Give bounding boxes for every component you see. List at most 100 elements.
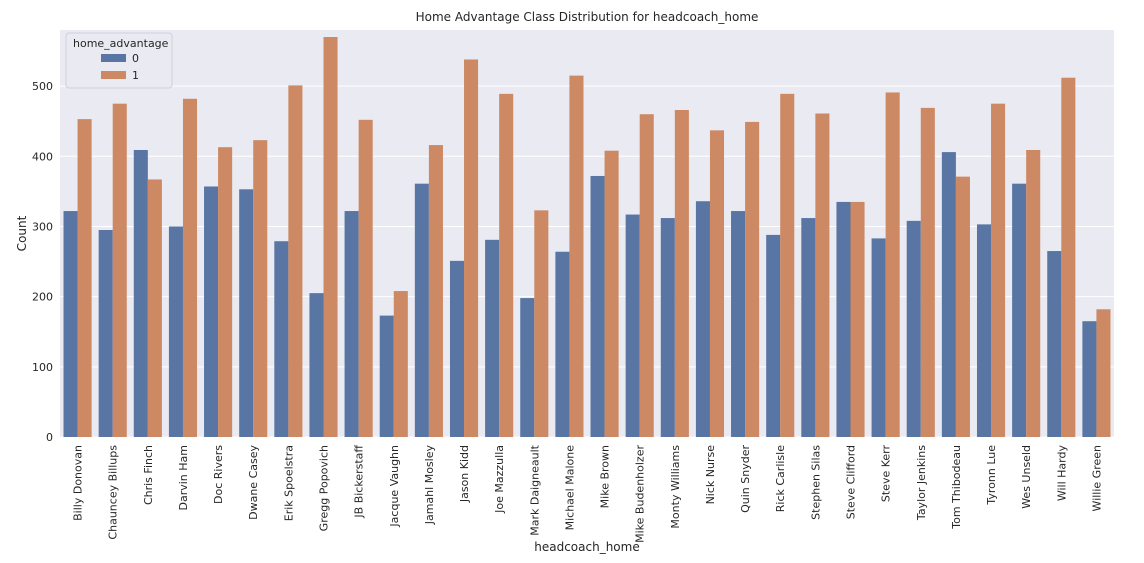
bar-1 <box>850 201 865 437</box>
bar-1 <box>815 113 830 437</box>
legend-swatch-0 <box>101 54 126 62</box>
x-tick-label: Chris Finch <box>142 445 155 505</box>
bar-0 <box>801 218 816 437</box>
bar-0 <box>63 211 78 437</box>
x-tick-label: Gregg Popovich <box>318 445 331 531</box>
bar-1 <box>147 179 162 438</box>
bar-0 <box>204 186 219 437</box>
bar-0 <box>168 226 183 437</box>
bar-1 <box>393 291 408 437</box>
x-tick-label: Monty Williams <box>669 445 682 529</box>
bar-1 <box>218 147 233 437</box>
y-axis-ticks: 0 100 200 300 400 500 <box>32 80 53 444</box>
plot-background <box>60 30 1114 437</box>
x-tick-label: Mark Daigneault <box>528 444 541 535</box>
y-tick-label: 0 <box>46 431 53 444</box>
x-tick-label: Erik Spoelstra <box>282 445 295 521</box>
bar-0 <box>309 293 324 437</box>
x-tick-label: Taylor Jenkins <box>915 445 928 521</box>
bar-1 <box>358 119 373 438</box>
x-tick-label: Tom Thibodeau <box>950 445 963 530</box>
x-tick-label: JB Bickerstaff <box>353 445 366 519</box>
bar-0 <box>941 152 956 437</box>
y-tick-label: 400 <box>32 150 53 163</box>
x-tick-label: Jacque Vaughn <box>388 445 401 528</box>
x-tick-label: Steve Kerr <box>880 445 893 503</box>
x-tick-label: Will Hardy <box>1055 445 1068 502</box>
bar-0 <box>695 201 710 437</box>
x-axis-ticks: Billy Donovan Chauncey Billups Chris Finch… <box>72 444 1104 543</box>
bar-1 <box>780 93 795 437</box>
bar-1 <box>920 107 935 437</box>
y-tick-label: 500 <box>32 80 53 93</box>
bar-0 <box>133 149 148 438</box>
bar-1 <box>604 150 619 438</box>
legend-title: home_advantage <box>73 37 169 50</box>
bar-1 <box>182 98 198 437</box>
bar-1 <box>569 75 584 438</box>
y-tick-label: 300 <box>32 220 53 233</box>
bar-0 <box>766 234 781 437</box>
bar-1 <box>534 210 549 437</box>
x-tick-label: Wes Unseld <box>1020 445 1033 509</box>
x-tick-label: Willie Green <box>1090 445 1103 511</box>
x-tick-label: Tyronn Lue <box>985 445 998 506</box>
bar-1 <box>288 85 303 437</box>
bar-0 <box>344 211 359 437</box>
bar-0 <box>731 211 746 437</box>
x-tick-label: Mike Budenholzer <box>634 445 647 543</box>
x-tick-label: Quin Snyder <box>739 445 752 513</box>
bar-0 <box>660 218 675 437</box>
x-tick-label: Rick Carlisle <box>774 445 787 512</box>
bar-0 <box>625 214 640 437</box>
bar-1 <box>745 121 760 437</box>
bar-0 <box>976 224 992 437</box>
x-tick-label: Darvin Ham <box>177 445 190 511</box>
legend: home_advantage 0 1 <box>65 32 173 89</box>
legend-label-1: 1 <box>132 69 139 82</box>
x-tick-label: Chauncey Billups <box>107 445 120 540</box>
bar-0 <box>98 229 113 437</box>
bar-0 <box>379 315 394 437</box>
bar-1 <box>1026 149 1041 438</box>
x-tick-label: Jamahl Mosley <box>423 445 436 526</box>
chart-title: Home Advantage Class Distribution for he… <box>416 10 759 24</box>
bar-1 <box>1061 77 1076 438</box>
bar-1 <box>428 145 443 437</box>
y-tick-label: 100 <box>32 361 53 374</box>
bar-1 <box>709 130 725 437</box>
legend-label-0: 0 <box>132 52 139 65</box>
bar-1 <box>955 176 970 437</box>
bars <box>63 37 1111 438</box>
bar-0 <box>836 201 851 437</box>
bar-0 <box>871 238 886 437</box>
bar-0 <box>555 251 570 437</box>
x-tick-label: Steve Clifford <box>845 445 858 519</box>
x-tick-label: Mike Brown <box>599 445 612 508</box>
bar-0 <box>239 189 254 437</box>
x-tick-label: Dwane Casey <box>247 445 260 520</box>
x-tick-label: Michael Malone <box>563 445 576 531</box>
bar-0 <box>906 220 921 437</box>
bar-1 <box>674 109 689 437</box>
bar-1 <box>323 37 338 437</box>
x-tick-label: Stephen Silas <box>809 445 822 520</box>
grid-lines <box>60 85 1114 438</box>
bar-1 <box>1096 309 1111 437</box>
bar-1 <box>885 92 900 438</box>
y-axis-label: Count <box>15 215 29 251</box>
x-tick-label: Doc Rivers <box>212 445 225 504</box>
legend-swatch-1 <box>101 71 126 79</box>
bar-1 <box>77 119 92 438</box>
bar-0 <box>414 183 429 437</box>
bar-0 <box>1082 321 1097 437</box>
bar-1 <box>112 103 127 438</box>
bar-0 <box>590 175 605 437</box>
x-axis-label: headcoach_home <box>534 540 639 554</box>
bar-0 <box>449 260 465 437</box>
x-tick-label: Billy Donovan <box>72 445 85 521</box>
bar-0 <box>1047 251 1062 437</box>
y-tick-label: 200 <box>32 291 53 304</box>
x-tick-label: Jason Kidd <box>458 445 471 503</box>
